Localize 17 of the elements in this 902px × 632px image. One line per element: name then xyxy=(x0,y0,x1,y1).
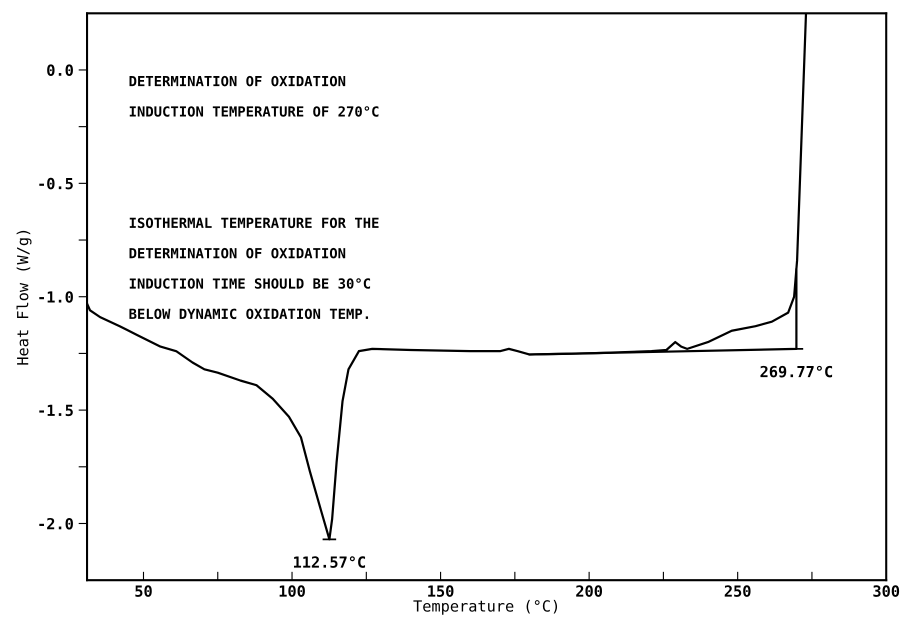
y-tick-label: 0.0 xyxy=(47,64,73,76)
x-tick-label: 200 xyxy=(576,585,602,597)
y-tick-label: -1.0 xyxy=(39,291,73,303)
y-tick-label: -0.5 xyxy=(39,178,73,190)
annotation: 269.77°C xyxy=(760,366,832,378)
x-axis-title: Temperature (°C) xyxy=(413,600,558,615)
x-tick-label: 250 xyxy=(724,585,751,597)
x-tick-label: 150 xyxy=(428,585,454,597)
x-tick-label: 50 xyxy=(135,585,152,597)
x-tick-label: 300 xyxy=(873,585,900,597)
y-tick-label: -1.5 xyxy=(39,404,73,416)
x-tick-label: 100 xyxy=(280,585,305,597)
y-tick-label: -2.0 xyxy=(39,518,73,530)
text: ISOTHERMAL TEMPERATURE FOR THE DETERMINATION OF OXIDATION INDUCTION TIME SHOULD BE 30°C BELOW DYNAMIC OXIDATION TEMP. xyxy=(129,218,379,320)
text: DETERMINATION OF OXIDATION INDUCTION TEMPERATURE OF 270°C xyxy=(130,76,378,117)
annotation: 112.57°C xyxy=(294,556,366,568)
y-axis-title: Heat Flow (W/g) xyxy=(16,230,32,365)
